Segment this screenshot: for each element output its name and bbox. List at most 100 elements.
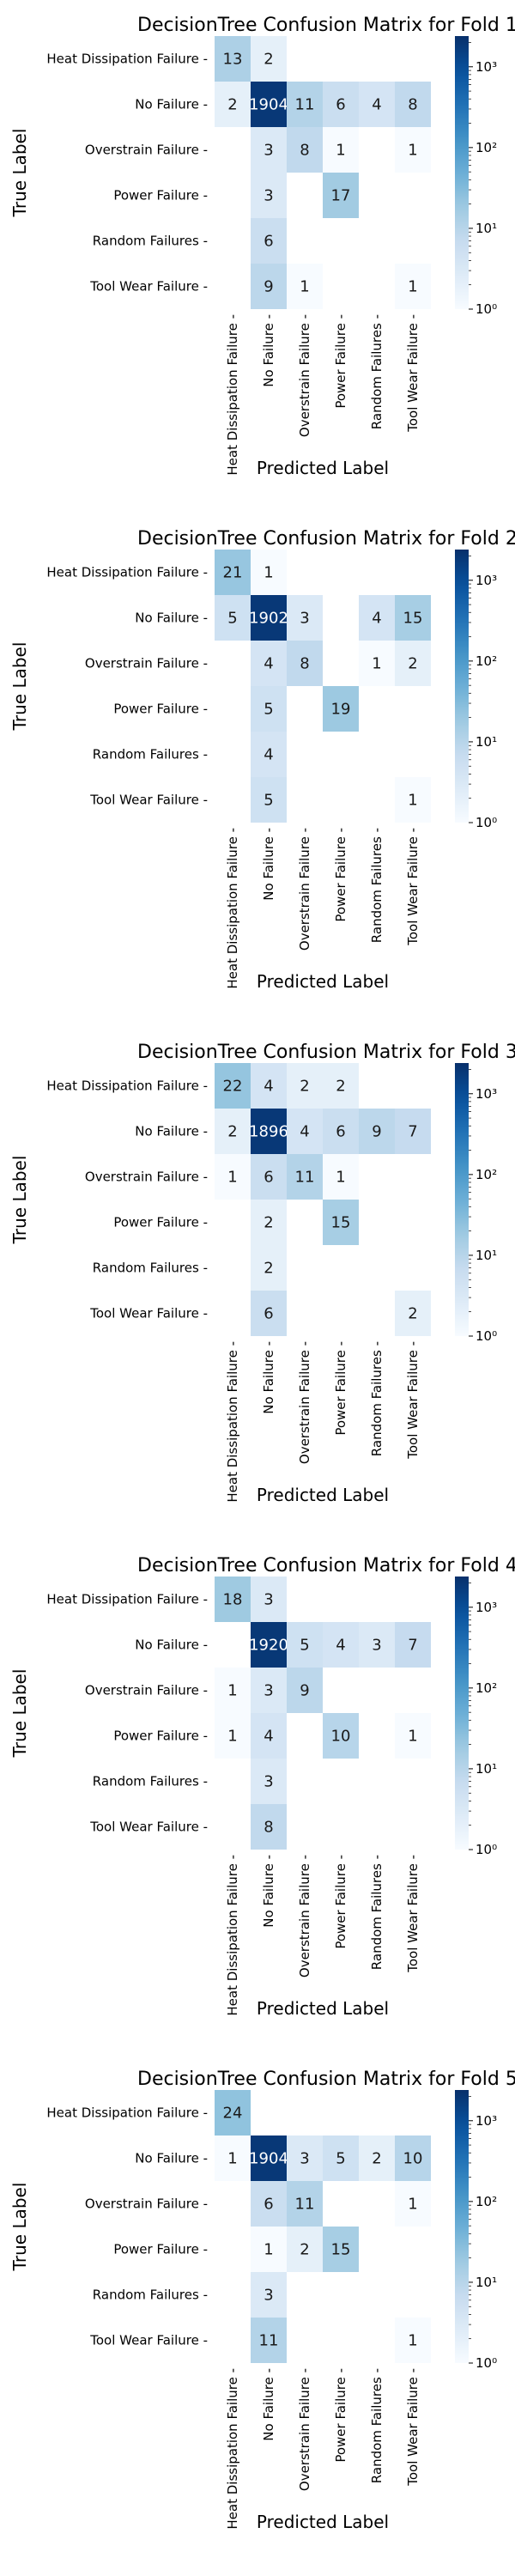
heatmap-cell xyxy=(395,2272,431,2318)
y-tick-label: Tool Wear Failure - xyxy=(89,1820,208,1835)
colorbar-tick-label: 10³ xyxy=(476,1086,497,1102)
heatmap-cell xyxy=(215,1713,251,1759)
heatmap-cell xyxy=(359,641,395,686)
colorbar-tick-label: 10³ xyxy=(476,2113,497,2129)
y-tick-label: Overstrain Failure - xyxy=(85,1683,208,1698)
colorbar-tick-label: 10¹ xyxy=(476,2275,497,2290)
heatmap-cell xyxy=(215,1291,251,1336)
cell-value: 1 xyxy=(227,1682,237,1700)
cell-value: 19 xyxy=(331,701,351,719)
heatmap-cell xyxy=(287,1291,323,1336)
y-tick-label: No Failure - xyxy=(135,1637,208,1653)
heatmap-cell xyxy=(251,264,287,309)
x-tick-label: Power Failure - xyxy=(333,1855,348,1949)
heatmap-cell xyxy=(395,641,431,686)
heatmap-cell xyxy=(359,264,395,309)
heatmap-cell xyxy=(287,1109,323,1154)
cell-value: 1 xyxy=(227,1728,237,1746)
colorbar-tick-label: 10⁰ xyxy=(476,301,497,317)
heatmap-cell xyxy=(359,2227,395,2272)
heatmap-cell xyxy=(323,1200,359,1245)
heatmap-cell xyxy=(215,2090,251,2136)
cell-value: 7 xyxy=(408,1123,417,1141)
heatmap-cell xyxy=(287,2090,323,2136)
x-tick-label: Tool Wear Failure - xyxy=(405,314,421,433)
heatmap-cell xyxy=(323,1245,359,1291)
heatmap-cell xyxy=(395,1713,431,1759)
cell-value: 6 xyxy=(336,96,345,114)
cell-value: 1 xyxy=(264,564,273,582)
x-tick-label: Random Failures - xyxy=(369,1855,385,1970)
x-tick-label: Heat Dissipation Failure - xyxy=(225,2368,240,2530)
x-tick-label: Overstrain Failure - xyxy=(297,2368,312,2491)
confusion-matrix-panel-5: DecisionTree Confusion Matrix for Fold 5… xyxy=(9,2069,515,2532)
heatmap-cell xyxy=(215,686,251,732)
heatmap-cell xyxy=(323,1668,359,1713)
cell-value: 1 xyxy=(408,142,417,160)
x-tick-label: Heat Dissipation Failure - xyxy=(225,828,240,989)
colorbar-tick-label: 10¹ xyxy=(476,1761,497,1777)
cell-value: 21 xyxy=(223,564,243,582)
x-axis-label: Predicted Label xyxy=(257,2512,389,2532)
cell-value: 4 xyxy=(264,655,273,673)
heatmap-cell xyxy=(251,2227,287,2272)
heatmap-cell xyxy=(215,1668,251,1713)
cell-value: 1896 xyxy=(249,1123,288,1141)
y-tick-label: Power Failure - xyxy=(113,1215,208,1230)
heatmap-cell xyxy=(287,2136,323,2181)
heatmap-cell xyxy=(287,1713,323,1759)
heatmap-cell xyxy=(395,595,431,641)
heatmap-cell xyxy=(215,595,251,641)
heatmap-cell xyxy=(359,2318,395,2363)
x-tick-label: Random Failures - xyxy=(369,2368,385,2483)
y-tick-label: Heat Dissipation Failure - xyxy=(46,565,208,580)
heatmap-cell xyxy=(287,1245,323,1291)
heatmap-cell xyxy=(251,1577,287,1622)
colorbar-tick-label: 10² xyxy=(476,653,497,669)
heatmap-cell xyxy=(323,1063,359,1109)
confusion-matrix-panel-2: DecisionTree Confusion Matrix for Fold 2… xyxy=(9,528,515,992)
x-tick-label: Heat Dissipation Failure - xyxy=(225,314,240,476)
heatmap-cell xyxy=(323,595,359,641)
x-axis-label: Predicted Label xyxy=(257,1485,389,1505)
heatmap-cell xyxy=(215,2272,251,2318)
heatmap-cell xyxy=(395,1200,431,1245)
x-axis-label: Predicted Label xyxy=(257,458,389,478)
x-tick-label: Tool Wear Failure - xyxy=(405,828,421,946)
x-tick-label: Tool Wear Failure - xyxy=(405,2368,421,2487)
heatmap-cell xyxy=(395,550,431,595)
heatmap-cell xyxy=(323,1577,359,1622)
heatmap-cell xyxy=(359,2181,395,2227)
heatmap-cell xyxy=(287,173,323,218)
cell-value: 1 xyxy=(227,2150,237,2168)
x-tick-label: Tool Wear Failure - xyxy=(405,1341,421,1460)
heatmap-cell xyxy=(287,127,323,173)
heatmap-cell xyxy=(251,1622,287,1668)
heatmap-cell xyxy=(251,2318,287,2363)
cell-value: 3 xyxy=(300,610,309,628)
heatmap-cell xyxy=(215,127,251,173)
heatmap-cell xyxy=(287,2272,323,2318)
heatmap-cell xyxy=(395,2136,431,2181)
cell-value: 18 xyxy=(223,1591,243,1609)
colorbar-tick-label: 10³ xyxy=(476,59,497,75)
y-tick-label: Heat Dissipation Failure - xyxy=(46,1592,208,1607)
y-tick-label: Power Failure - xyxy=(113,188,208,204)
heatmap-cell xyxy=(359,1154,395,1200)
cell-value: 5 xyxy=(227,610,237,628)
heatmap-cell xyxy=(395,173,431,218)
cell-value: 2 xyxy=(300,2241,309,2259)
heatmap-cell xyxy=(251,36,287,82)
heatmap-cell xyxy=(287,1154,323,1200)
heatmap-cell xyxy=(395,1804,431,1850)
heatmap-cell xyxy=(359,686,395,732)
heatmap-cell xyxy=(251,641,287,686)
heatmap-cell xyxy=(323,1804,359,1850)
x-tick-label: Heat Dissipation Failure - xyxy=(225,1341,240,1503)
heatmap-cell xyxy=(359,127,395,173)
cell-value: 11 xyxy=(295,96,315,114)
heatmap-cell xyxy=(359,1668,395,1713)
cell-value: 17 xyxy=(331,187,351,205)
cell-value: 2 xyxy=(408,655,417,673)
cell-value: 2 xyxy=(264,1214,273,1232)
